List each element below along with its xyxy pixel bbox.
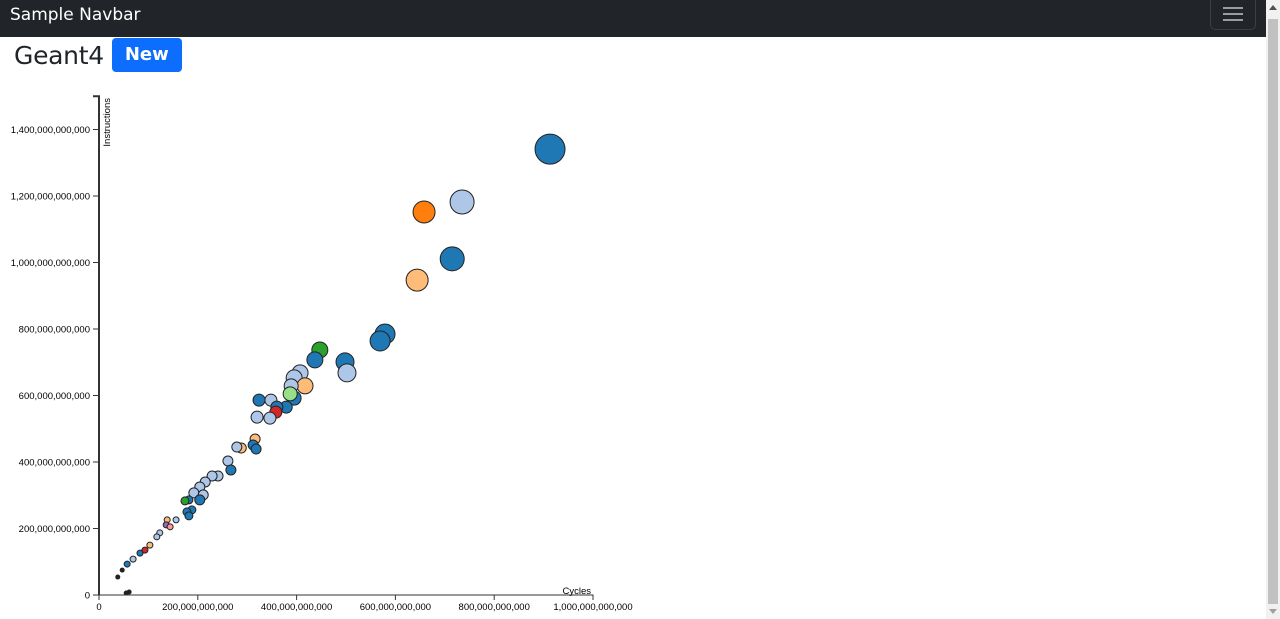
data-point[interactable]	[439, 246, 465, 272]
data-point[interactable]	[184, 511, 194, 521]
x-axis: 0 200,000,000,000 400,000,000,000 600,000,0…	[96, 594, 633, 613]
y-tick-label: 1,200,000,000,000	[11, 192, 90, 203]
x-tick-label: 1,000,000,000,000	[553, 602, 632, 613]
data-point[interactable]	[222, 455, 234, 467]
data-point[interactable]	[282, 386, 298, 402]
data-point[interactable]	[369, 330, 391, 352]
vertical-scrollbar[interactable]	[1266, 0, 1280, 619]
x-axis-label: Cycles	[562, 586, 591, 597]
data-point[interactable]	[225, 464, 237, 476]
y-axis: 0 200,000,000,000 400,000,000,000 600,000,0…	[11, 95, 100, 602]
data-point[interactable]	[146, 541, 154, 549]
data-point[interactable]	[180, 496, 190, 506]
data-point[interactable]	[119, 567, 125, 573]
data-point[interactable]	[449, 189, 475, 215]
x-tick-label: 800,000,000,000	[459, 602, 530, 613]
y-tick-label: 200,000,000,000	[19, 524, 90, 535]
data-point[interactable]	[126, 589, 132, 595]
hamburger-line	[1223, 13, 1243, 15]
data-point[interactable]	[141, 546, 149, 554]
data-point[interactable]	[263, 411, 277, 425]
navbar-toggler-button[interactable]	[1210, 0, 1256, 30]
y-tick-label: 0	[85, 591, 90, 602]
data-point[interactable]	[250, 443, 262, 455]
hamburger-line	[1223, 19, 1243, 21]
x-tick-label: 200,000,000,000	[162, 602, 233, 613]
navbar-brand[interactable]: Sample Navbar	[10, 5, 141, 25]
scroll-up-arrow-icon[interactable]	[1269, 5, 1277, 10]
x-tick-label: 600,000,000,000	[360, 602, 431, 613]
y-tick-label: 600,000,000,000	[19, 391, 90, 402]
data-point[interactable]	[115, 574, 121, 580]
data-point[interactable]	[337, 363, 357, 383]
data-point[interactable]	[306, 351, 324, 369]
scatter-chart: 0 200,000,000,000 400,000,000,000 600,000,0…	[11, 95, 633, 613]
x-tick-label: 0	[96, 602, 101, 613]
data-point[interactable]	[250, 410, 264, 424]
y-tick-label: 400,000,000,000	[19, 458, 90, 469]
new-badge: New	[111, 38, 182, 72]
scroll-down-arrow-icon[interactable]	[1269, 609, 1277, 614]
data-point[interactable]	[194, 494, 206, 506]
data-point[interactable]	[231, 441, 243, 453]
y-tick-label: 1,400,000,000,000	[11, 125, 90, 136]
data-point[interactable]	[136, 549, 144, 557]
page-heading: Geant4 New	[14, 38, 182, 72]
x-tick-label: 400,000,000,000	[261, 602, 332, 613]
navbar: Sample Navbar	[0, 0, 1266, 37]
data-point[interactable]	[534, 133, 566, 165]
scrollbar-thumb[interactable]	[1268, 19, 1278, 604]
data-point[interactable]	[296, 377, 314, 395]
data-point[interactable]	[123, 560, 131, 568]
data-point[interactable]	[172, 516, 180, 524]
y-tick-label: 1,000,000,000,000	[11, 258, 90, 269]
data-point[interactable]	[405, 268, 429, 292]
data-points	[115, 133, 566, 596]
data-point[interactable]	[252, 393, 266, 407]
page-title: Geant4	[14, 40, 104, 70]
hamburger-menu-icon	[1223, 7, 1243, 9]
data-point[interactable]	[153, 533, 161, 541]
data-point[interactable]	[166, 523, 174, 531]
data-point[interactable]	[129, 555, 137, 563]
data-point[interactable]	[206, 470, 218, 482]
data-point[interactable]	[412, 200, 436, 224]
y-tick-label: 800,000,000,000	[19, 325, 90, 336]
y-axis-label: Instructions	[102, 98, 113, 147]
